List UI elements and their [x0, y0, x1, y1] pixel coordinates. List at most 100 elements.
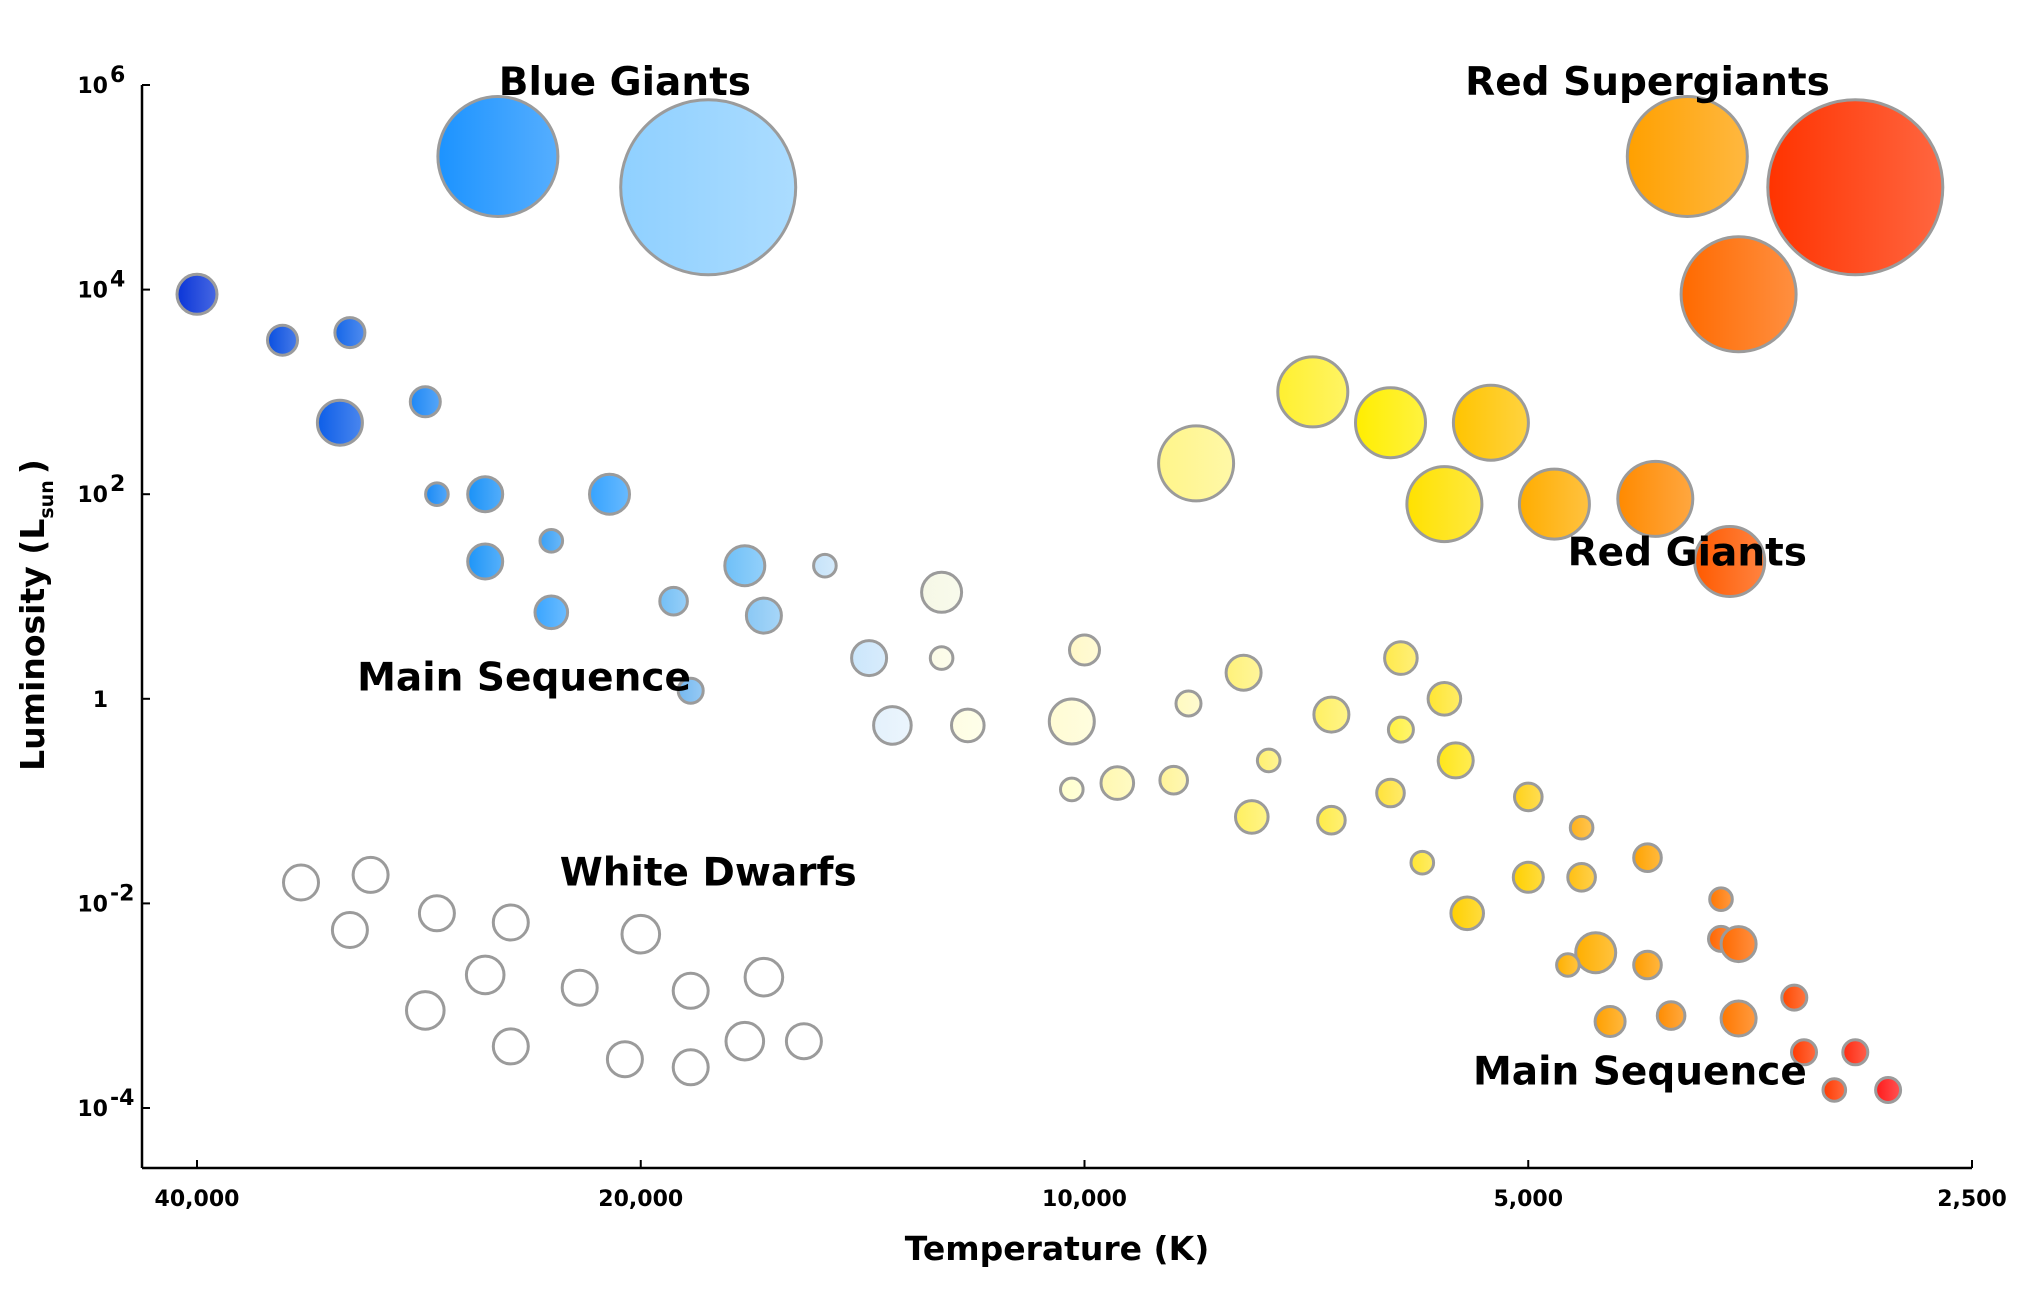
main-sequence-star-point: [1174, 689, 1203, 718]
main-sequence-star-point: [1224, 653, 1263, 692]
y-axis-title-close: ): [13, 459, 52, 474]
main-sequence-star-point: [1632, 842, 1663, 874]
main-sequence-star-point: [872, 705, 913, 746]
main-sequence-star-point: [1068, 633, 1101, 667]
main-sequence-star-point: [424, 481, 450, 508]
white-dwarfs-star-point: [605, 1040, 644, 1079]
main-sequence-star-point: [1234, 799, 1270, 835]
blue-giants-star-point: [619, 98, 798, 277]
red-giants-star-point: [1693, 525, 1767, 598]
y-axis-title-main: Luminosity (L: [13, 519, 52, 771]
main-sequence-star-point: [950, 707, 986, 744]
main-sequence-star-point: [1255, 747, 1282, 774]
main-sequence-star-point: [1593, 1005, 1627, 1038]
main-sequence-star-point: [1790, 1038, 1818, 1067]
y-tick-exponent: -4: [110, 1086, 134, 1111]
x-tick-label: 5,000: [1493, 1187, 1563, 1212]
white-dwarfs-star-point: [351, 855, 390, 894]
red-supergiants-star-point: [1625, 95, 1749, 218]
main-sequence-star-point: [920, 570, 964, 614]
x-axis-ticks: 40,000 20,000 10,000 5,000 2,500: [155, 1160, 2007, 1212]
main-sequence-star-point: [1574, 931, 1618, 975]
main-sequence-star-point: [1511, 860, 1545, 894]
y-tick-label: 10: [77, 74, 108, 99]
main-sequence-star-point: [1632, 949, 1663, 981]
main-sequence-star-point: [850, 639, 889, 678]
axes: [140, 85, 1972, 1170]
main-sequence-star-point: [1099, 765, 1136, 801]
main-sequence-star-point: [1708, 886, 1734, 913]
main-sequence-star-point: [466, 475, 505, 514]
main-sequence-star-point: [1316, 804, 1347, 836]
white-dwarfs-star-point: [671, 1048, 710, 1087]
main-sequence-star-point: [1655, 1000, 1687, 1031]
red-giants-star-point: [1616, 459, 1695, 538]
main-sequence-star-point: [812, 552, 838, 579]
y-axis-title-subscript: sun: [36, 480, 58, 518]
region-label-blue-giants: Blue Giants: [499, 60, 751, 105]
white-dwarfs-star-point: [491, 903, 530, 942]
main-sequence-star-point: [1158, 764, 1189, 796]
main-sequence-star-point: [1047, 697, 1096, 746]
main-sequence-star-point: [676, 676, 705, 705]
main-sequence-star-point: [1312, 695, 1351, 734]
region-labels: Blue Giants Red Supergiants Red Giants Main…: [357, 60, 1830, 1095]
main-sequence-star-point: [408, 385, 442, 419]
main-sequence-star-point: [538, 528, 565, 554]
y-axis-title: Luminosity (Lsun): [13, 459, 58, 771]
red-giants-star-point: [1157, 424, 1236, 503]
main-sequence-star-point: [658, 585, 689, 617]
main-sequence-star-point: [928, 645, 955, 671]
white-dwarfs-star-point: [464, 954, 506, 996]
red-giants-star-point: [1354, 386, 1427, 460]
main-sequence-star-point: [744, 596, 783, 635]
main-sequence-star-point: [315, 398, 364, 447]
red-supergiants-star-point: [1679, 235, 1798, 354]
main-sequence-star-point: [1513, 781, 1544, 813]
main-sequence-star-point: [1426, 681, 1463, 717]
white-dwarfs-star-point: [620, 913, 662, 955]
main-sequence-star-point: [1719, 999, 1758, 1038]
main-sequence-star-point: [1780, 983, 1809, 1012]
main-sequence-star-point: [1555, 952, 1581, 978]
red-giants-star-point: [1276, 355, 1350, 429]
main-sequence-star-point: [1436, 741, 1475, 780]
y-tick-label: 10: [77, 1097, 108, 1122]
main-sequence-star-point: [1566, 862, 1597, 893]
main-sequence-star-point: [1386, 715, 1415, 744]
white-dwarfs-star-point: [743, 956, 785, 998]
main-sequence-star-point: [1449, 895, 1485, 932]
y-tick-label: 10: [77, 279, 108, 304]
y-tick-label: 10: [77, 483, 108, 508]
white-dwarfs-star-point: [417, 894, 456, 933]
white-dwarfs-star-point: [671, 971, 710, 1010]
main-sequence-star-point: [588, 472, 631, 516]
main-sequence-star-point: [1841, 1038, 1870, 1067]
main-sequence-star-point: [466, 542, 505, 581]
y-tick-exponent: 2: [110, 472, 125, 497]
red-supergiants-star-point: [1766, 98, 1945, 277]
main-sequence-star-point: [1719, 925, 1758, 964]
x-axis-title: Temperature (K): [905, 1229, 1210, 1268]
y-tick-exponent: 4: [110, 268, 125, 293]
main-sequence-star-point: [1383, 640, 1419, 676]
region-label-main-sequence: Main Sequence: [357, 656, 691, 701]
x-tick-label: 10,000: [1042, 1187, 1127, 1212]
red-giants-star-point: [1517, 467, 1591, 541]
x-tick-label: 2,500: [1937, 1187, 2007, 1212]
region-label-red-giants: Red Giants: [1568, 531, 1807, 576]
data-points: [175, 95, 1945, 1104]
x-tick-label: 40,000: [155, 1187, 240, 1212]
main-sequence-star-point: [1821, 1077, 1848, 1103]
main-sequence-star-point: [1874, 1076, 1903, 1104]
region-label-main-sequence: Main Sequence: [1473, 1049, 1807, 1094]
blue-giants-star-point: [436, 95, 560, 218]
white-dwarfs-star-point: [724, 1020, 766, 1062]
main-sequence-star-point: [1409, 849, 1436, 876]
white-dwarfs-star-point: [282, 863, 320, 902]
red-giants-star-point: [1451, 383, 1530, 462]
white-dwarfs-star-point: [784, 1022, 823, 1061]
white-dwarfs-star-point: [405, 990, 446, 1031]
